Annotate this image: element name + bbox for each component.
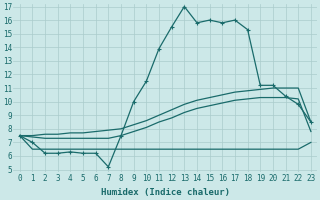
X-axis label: Humidex (Indice chaleur): Humidex (Indice chaleur) (101, 188, 230, 197)
